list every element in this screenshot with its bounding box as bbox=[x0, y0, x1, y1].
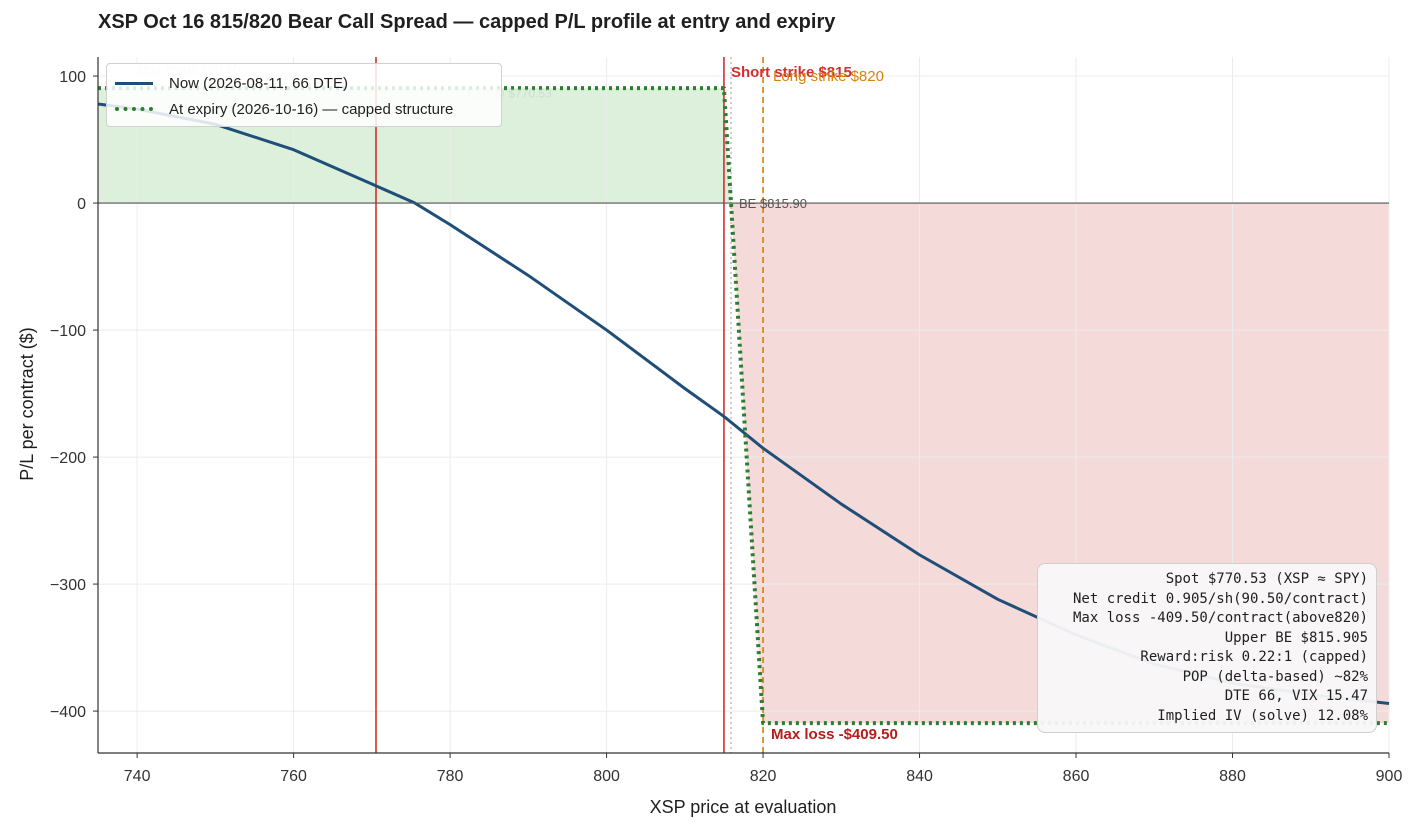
x-axis-label: XSP price at evaluation bbox=[650, 797, 837, 817]
stats-line: Max loss -409.50/contract(above820) bbox=[1072, 610, 1368, 626]
stats-line: Upper BE $815.905 bbox=[1224, 629, 1368, 646]
x-tick-label: 800 bbox=[593, 768, 620, 785]
y-tick-label: −400 bbox=[50, 704, 86, 721]
tick-labels: 740 760 780 800 820 840 860 880 900 100 0 −100 −200 −… bbox=[50, 69, 1402, 785]
legend: Now (2026-08-11, 66 DTE) At expiry (2026… bbox=[106, 63, 502, 127]
legend-item-expiry: At expiry (2026-10-16) — capped structur… bbox=[115, 99, 453, 119]
y-tick-label: 0 bbox=[77, 196, 86, 213]
axes bbox=[93, 57, 1390, 758]
stats-line: Implied IV (solve) 12.08% bbox=[1157, 707, 1368, 724]
y-tick-label: 100 bbox=[59, 69, 86, 86]
x-tick-label: 900 bbox=[1376, 768, 1403, 785]
y-tick-label: −100 bbox=[50, 323, 86, 340]
legend-label-expiry: At expiry (2026-10-16) — capped structur… bbox=[169, 100, 454, 118]
x-tick-label: 880 bbox=[1219, 768, 1246, 785]
stats-line: POP (delta-based) ~82% bbox=[1182, 668, 1368, 685]
stats-line: DTE 66, VIX 15.47 bbox=[1224, 688, 1368, 704]
long-strike-label: Long strike $820 bbox=[773, 68, 884, 85]
max-loss-label: Max loss -$409.50 bbox=[771, 726, 898, 743]
legend-item-now: Now (2026-08-11, 66 DTE) bbox=[115, 73, 348, 93]
y-tick-label: −300 bbox=[50, 577, 86, 594]
breakeven-label: BE $815.90 bbox=[739, 196, 807, 211]
y-tick-label: −200 bbox=[50, 450, 86, 467]
x-tick-label: 840 bbox=[906, 768, 933, 785]
series-line-expiry bbox=[98, 86, 1389, 726]
x-tick-label: 740 bbox=[124, 768, 151, 785]
x-tick-label: 780 bbox=[437, 768, 464, 785]
stats-box: Spot $770.53 (XSP ≈ SPY) Net credit 0.90… bbox=[1037, 563, 1377, 733]
x-tick-label: 860 bbox=[1063, 768, 1090, 785]
x-tick-label: 820 bbox=[750, 768, 777, 785]
short-strike-label: Short strike $815 bbox=[731, 64, 852, 81]
legend-label-now: Now (2026-08-11, 66 DTE) bbox=[169, 74, 348, 92]
stats-line: Net credit 0.905/sh(90.50/contract) bbox=[1072, 590, 1368, 607]
vertical-reference-lines bbox=[375, 57, 764, 753]
stats-line: Reward:risk 0.22:1 (capped) bbox=[1140, 649, 1368, 665]
grid-lines bbox=[98, 57, 1390, 753]
legend-swatch-now bbox=[115, 81, 153, 85]
y-axis-label: P/L per contract ($) bbox=[17, 327, 37, 480]
chart-title: XSP Oct 16 815/820 Bear Call Spread — ca… bbox=[98, 11, 836, 33]
x-tick-label: 760 bbox=[280, 768, 307, 785]
stats-line: Spot $770.53 (XSP ≈ SPY) bbox=[1165, 571, 1368, 587]
legend-swatch-expiry bbox=[115, 107, 153, 111]
